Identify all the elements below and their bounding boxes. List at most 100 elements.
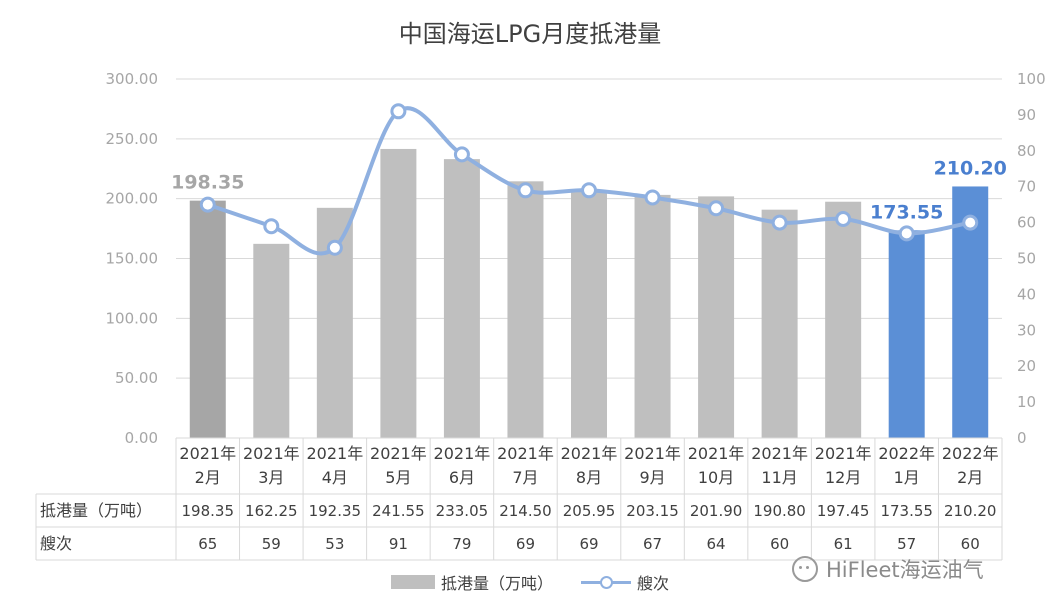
legend-item-bar: 抵港量（万吨） (390, 570, 553, 594)
table-cell: 91 (389, 535, 408, 553)
category-month: 8月 (576, 468, 602, 487)
table-cell: 69 (516, 535, 535, 553)
wechat-icon (792, 556, 818, 582)
category-year: 2021年 (370, 444, 427, 463)
line-point (835, 211, 852, 228)
right-axis-tick: 40 (1017, 285, 1036, 303)
table-cell: 173.55 (880, 502, 933, 520)
bar (825, 201, 862, 438)
table-cell: 210.20 (944, 502, 997, 520)
left-axis-tick: 300.00 (106, 70, 159, 88)
category-year: 2022年 (942, 444, 999, 463)
category-year: 2021年 (306, 444, 363, 463)
watermark: HiFleet海运油气 (792, 553, 984, 585)
left-axis-tick: 200.00 (106, 190, 159, 208)
category-year: 2021年 (688, 444, 745, 463)
table-cell: 205.95 (563, 502, 616, 520)
category-year: 2021年 (751, 444, 808, 463)
bar (634, 194, 671, 438)
line-point (581, 182, 597, 199)
table-cell: 59 (262, 535, 281, 553)
line-point (898, 225, 915, 242)
category-month: 3月 (258, 468, 284, 487)
line-point (771, 214, 788, 231)
category-year: 2021年 (179, 444, 236, 463)
line-point (517, 182, 534, 199)
legend-bar-label: 抵港量（万吨） (440, 574, 553, 593)
table-cell: 214.50 (499, 502, 552, 520)
table-cell: 65 (198, 535, 217, 553)
table-cell: 203.15 (626, 502, 679, 520)
right-axis-tick: 30 (1017, 321, 1036, 339)
right-axis-tick: 80 (1017, 142, 1036, 160)
left-axis-tick: 0.00 (125, 429, 158, 447)
category-year: 2021年 (243, 444, 300, 463)
category-month: 6月 (449, 468, 475, 487)
line-point (453, 146, 470, 163)
bar (507, 181, 544, 438)
category-year: 2021年 (497, 444, 554, 463)
category-month: 11月 (761, 468, 797, 487)
table-cell: 197.45 (817, 502, 870, 520)
line-point (263, 218, 280, 235)
table-cell: 192.35 (309, 502, 362, 520)
left-axis-tick: 50.00 (115, 369, 158, 387)
line-point (644, 189, 661, 206)
category-month: 4月 (322, 468, 348, 487)
left-axis-tick: 250.00 (106, 130, 159, 148)
bar (571, 191, 607, 438)
line-point (962, 214, 979, 231)
right-axis-tick: 60 (1017, 214, 1036, 232)
category-month: 9月 (639, 468, 665, 487)
data-label: 210.20 (934, 157, 1007, 179)
table-cell: 60 (961, 535, 980, 553)
table-cell: 61 (834, 535, 853, 553)
bar (443, 159, 480, 439)
category-year: 2021年 (561, 444, 618, 463)
legend-item-line: 艘次 (581, 570, 669, 594)
category-month: 2月 (195, 468, 221, 487)
table-cell: 64 (707, 535, 726, 553)
chart-legend: 抵港量（万吨） 艘次 (0, 570, 1060, 594)
bar (380, 148, 417, 438)
table-cell: 190.80 (753, 502, 806, 520)
table-cell: 198.35 (182, 502, 235, 520)
left-axis-tick: 150.00 (106, 250, 159, 268)
category-month: 2月 (957, 468, 983, 487)
data-label: 198.35 (171, 172, 244, 194)
line-point (390, 103, 407, 120)
bar (253, 243, 290, 438)
bar (888, 230, 925, 438)
category-month: 7月 (512, 468, 538, 487)
right-axis-tick: 10 (1017, 393, 1036, 411)
table-row-label: 抵港量（万吨） (40, 501, 152, 520)
left-axis-tick: 100.00 (106, 309, 159, 327)
table-cell: 67 (643, 535, 662, 553)
right-axis-tick: 20 (1017, 357, 1036, 375)
category-month: 5月 (385, 468, 411, 487)
category-year: 2021年 (624, 444, 681, 463)
right-axis-tick: 70 (1017, 178, 1036, 196)
bar (189, 200, 226, 438)
legend-line-label: 艘次 (637, 574, 670, 593)
category-year: 2022年 (878, 444, 935, 463)
line-point (708, 200, 725, 217)
table-cell: 162.25 (245, 502, 298, 520)
category-month: 1月 (894, 468, 920, 487)
right-axis-tick: 100 (1017, 70, 1046, 88)
table-cell: 57 (897, 535, 916, 553)
bar (698, 196, 735, 438)
table-cell: 241.55 (372, 502, 425, 520)
chart-title: 中国海运LPG月度抵港量 (398, 20, 662, 48)
category-month: 12月 (825, 468, 861, 487)
legend-bar-swatch (390, 575, 435, 589)
right-axis-tick: 0 (1017, 429, 1027, 447)
table-cell: 79 (452, 535, 471, 553)
line-point (326, 239, 343, 256)
category-month: 10月 (698, 468, 734, 487)
right-axis-tick: 90 (1017, 106, 1036, 124)
table-row-label: 艘次 (40, 534, 72, 553)
table-cell: 60 (770, 535, 789, 553)
category-year: 2021年 (434, 444, 491, 463)
right-axis-tick: 50 (1017, 250, 1036, 268)
